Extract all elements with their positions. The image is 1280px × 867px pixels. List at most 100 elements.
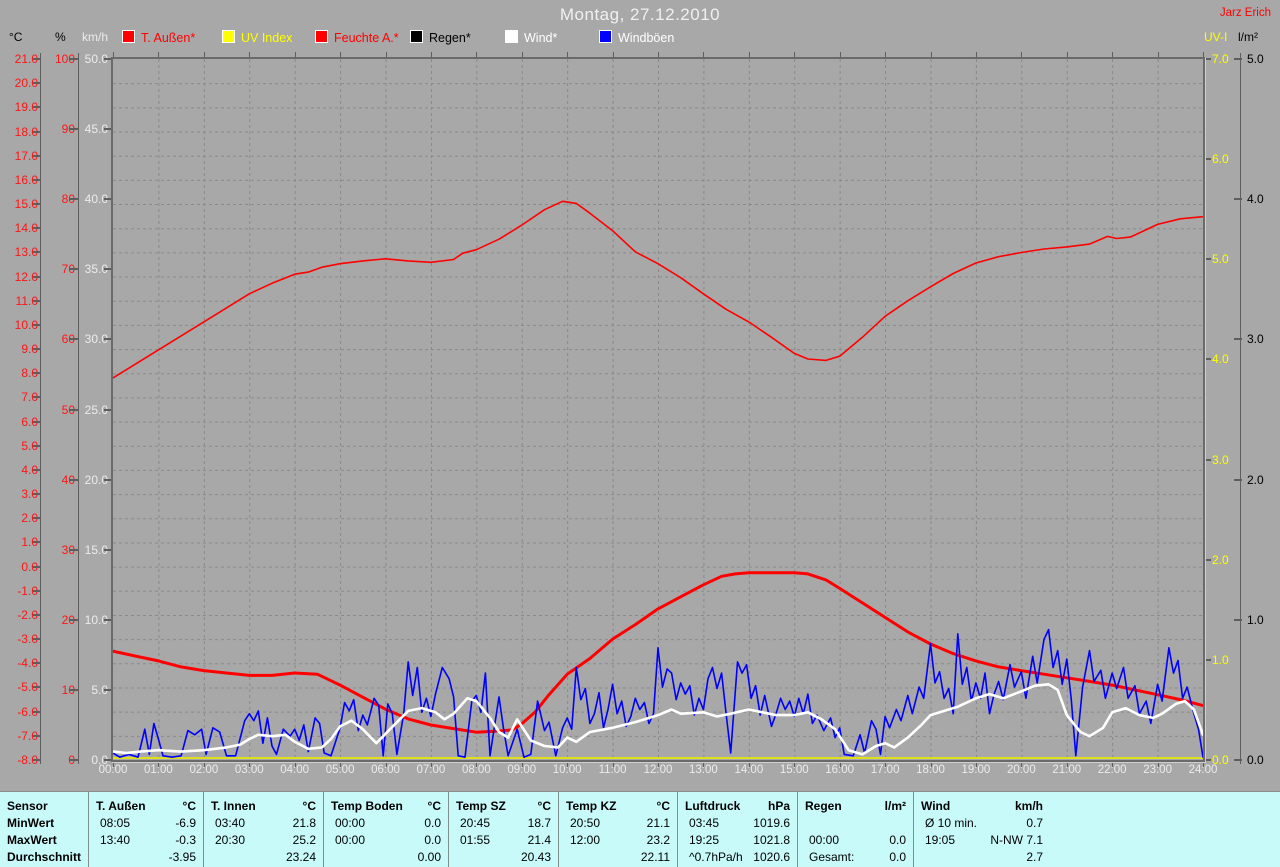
axis-tick bbox=[104, 408, 113, 411]
kmh-tick-label: 25.0 bbox=[84, 402, 108, 417]
legend-color-chip bbox=[599, 30, 612, 43]
percent-tick-label: 70 bbox=[61, 262, 75, 277]
table-row-label: MinWert bbox=[7, 816, 55, 830]
cell-time: 00:00 bbox=[335, 816, 366, 830]
x-tick-label: 01:00 bbox=[144, 764, 173, 776]
axis-tick bbox=[1205, 759, 1211, 761]
x-tick-bottom bbox=[658, 762, 659, 767]
x-tick-bottom bbox=[249, 762, 251, 767]
celsius-tick-label: -3.0 bbox=[17, 632, 38, 647]
cell-time bbox=[798, 815, 809, 832]
cell-time bbox=[914, 849, 925, 866]
table-col-header: Luftdruck hPa bbox=[678, 798, 797, 815]
table-col-t-au-en: T. Außen °C 08:05 -6.9 13:40 -0.3 -3.95 bbox=[88, 792, 203, 867]
axis-tick bbox=[1205, 658, 1211, 661]
cell-value: 1019.6 bbox=[753, 816, 790, 830]
x-tick-label: 04:00 bbox=[280, 764, 310, 776]
celsius-tick-label: 6.0 bbox=[21, 414, 38, 429]
axis-tick bbox=[1234, 618, 1242, 621]
table-col-header: Temp KZ °C bbox=[559, 798, 677, 815]
kmh-tick-label: 10.0 bbox=[84, 612, 108, 627]
x-tick-label: 17:00 bbox=[870, 764, 900, 776]
x-tick-label: 12:00 bbox=[643, 764, 673, 776]
celsius-tick-label: 16.0 bbox=[14, 172, 38, 187]
x-tick-bottom bbox=[294, 762, 296, 767]
x-tick-top bbox=[1203, 52, 1204, 57]
cell-time: 20:50 bbox=[570, 816, 601, 830]
cell-value bbox=[906, 815, 913, 832]
cell-time: Ø 10 min. bbox=[925, 816, 978, 830]
axis-unit-lm2: l/m² bbox=[1238, 30, 1258, 44]
uv-tick-label: 1.0 bbox=[1212, 652, 1229, 667]
series-wind bbox=[113, 682, 1203, 756]
celsius-tick-label: 1.0 bbox=[21, 535, 38, 550]
sensor-name: Temp KZ bbox=[566, 799, 617, 813]
axis-tick bbox=[70, 338, 79, 341]
series-windb-en bbox=[113, 628, 1203, 759]
table-cell-row: 2.7 bbox=[914, 849, 1050, 866]
axis-tick bbox=[33, 154, 41, 157]
celsius-tick-label: 14.0 bbox=[14, 221, 38, 236]
legend-label: Wind* bbox=[524, 31, 558, 45]
axis-tick bbox=[33, 420, 41, 423]
percent-tick-label: 10 bbox=[61, 682, 75, 697]
cell-value: 22.11 bbox=[640, 850, 670, 864]
table-col-header: Regen l/m² bbox=[798, 798, 913, 815]
axis-tick bbox=[1234, 478, 1242, 481]
x-tick-bottom bbox=[567, 762, 569, 767]
axis-tick bbox=[70, 408, 79, 411]
x-tick-top bbox=[385, 52, 387, 57]
table-col-temp-sz: Temp SZ °C 20:45 18.7 01:55 21.4 20.43 bbox=[448, 792, 558, 867]
axis-tick bbox=[1234, 58, 1242, 60]
x-tick-label: 19:00 bbox=[961, 764, 991, 776]
cell-value: 20.43 bbox=[520, 850, 551, 864]
axis-tick bbox=[1205, 258, 1211, 261]
x-tick-top bbox=[885, 52, 887, 57]
x-tick-label: 15:00 bbox=[779, 764, 809, 776]
x-tick-bottom bbox=[1021, 762, 1023, 767]
table-cell-row: 00:00 0.0 bbox=[798, 832, 913, 849]
kmh-tick-label: 40.0 bbox=[84, 192, 108, 207]
axis-unit-celsius: °C bbox=[9, 30, 23, 44]
uv-tick-label: 0.0 bbox=[1212, 753, 1229, 767]
table-cell-row: 19:25 1021.8 bbox=[678, 832, 797, 849]
cell-value: 21.4 bbox=[527, 833, 551, 847]
table-cell-row bbox=[798, 815, 913, 832]
cell-value: -6.9 bbox=[175, 816, 196, 830]
cell-value: 0.00 bbox=[417, 850, 441, 864]
x-tick-bottom bbox=[1066, 762, 1068, 767]
celsius-tick-label: -6.0 bbox=[17, 704, 38, 719]
legend-item-uv-index: UV Index bbox=[222, 30, 292, 45]
axis-unit-uvi: UV-I bbox=[1204, 30, 1228, 44]
cell-time: 03:45 bbox=[689, 816, 720, 830]
axis-tick bbox=[33, 348, 41, 351]
celsius-tick-label: 11.0 bbox=[15, 293, 38, 308]
kmh-tick-label: 5.0 bbox=[91, 682, 108, 697]
axis-tick bbox=[33, 275, 41, 278]
celsius-tick-label: -8.0 bbox=[17, 753, 38, 767]
celsius-tick-label: 19.0 bbox=[14, 100, 38, 115]
sensor-name: T. Innen bbox=[211, 799, 256, 813]
celsius-tick-label: 18.0 bbox=[14, 124, 38, 139]
table-col-header: Temp Boden °C bbox=[324, 798, 448, 815]
page-title: Montag, 27.12.2010 bbox=[559, 5, 721, 24]
x-tick-top bbox=[794, 52, 796, 57]
axis-tick bbox=[33, 372, 41, 375]
x-tick-bottom bbox=[1157, 762, 1159, 767]
celsius-tick-label: 17.0 bbox=[14, 148, 38, 163]
cell-value: 1020.6 bbox=[753, 850, 790, 864]
table-cell-row: 00:00 0.0 bbox=[324, 832, 448, 849]
sensor-name: Luftdruck bbox=[685, 799, 741, 813]
x-tick-label: 16:00 bbox=[825, 764, 855, 776]
x-tick-bottom bbox=[885, 762, 887, 767]
axis-line bbox=[1240, 53, 1241, 764]
sensor-unit: °C bbox=[656, 799, 670, 813]
lm2-tick-label: 5.0 bbox=[1247, 52, 1264, 66]
sensor-unit: °C bbox=[427, 799, 441, 813]
series-feuchte-a- bbox=[113, 200, 1203, 379]
cell-time: 19:05 bbox=[925, 833, 956, 847]
celsius-tick-label: 20.0 bbox=[14, 76, 38, 91]
sensor-unit: km/h bbox=[1014, 799, 1043, 813]
legend-item-wind-: Wind* bbox=[505, 30, 558, 45]
